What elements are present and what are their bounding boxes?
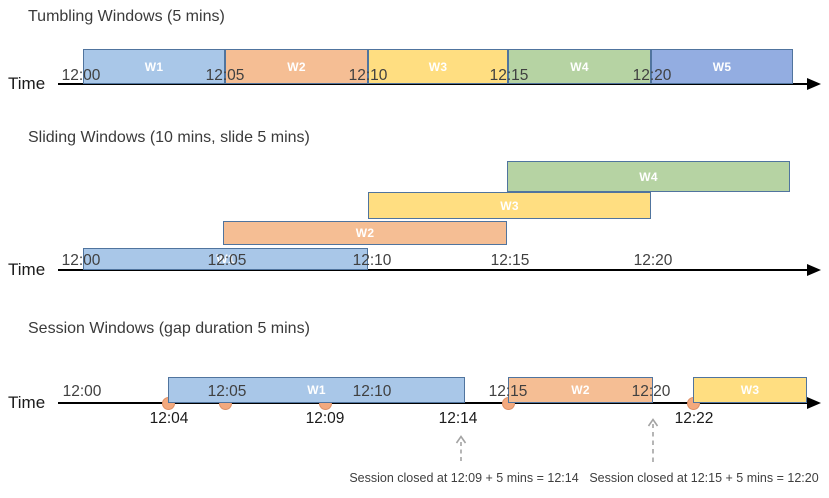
tumbling-tick-1220: 12:20 (632, 67, 672, 84)
sliding-window-w4: W4 (507, 161, 790, 192)
sliding-tick-1205: 12:05 (207, 252, 247, 269)
tumbling-window-w5: W5 (651, 49, 793, 84)
sliding-tick-1220: 12:20 (633, 252, 673, 269)
sliding-title: Sliding Windows (10 mins, slide 5 mins) (28, 129, 310, 146)
event-time-label-1222: 12:22 (674, 410, 714, 427)
tumbling-time-axis (58, 83, 809, 85)
sliding-time-axis-label: Time (8, 260, 46, 279)
tumbling-tick-1215: 12:15 (489, 67, 529, 84)
session-window-w2: W2 (508, 377, 653, 403)
tumbling-window-w4: W4 (508, 49, 651, 84)
session-tick-1200: 12:00 (62, 383, 102, 400)
window-label: W3 (500, 198, 519, 213)
tumbling-window-w2: W2 (225, 49, 368, 84)
window-label: W3 (428, 59, 448, 74)
session-axis-arrowhead-icon (807, 397, 821, 409)
sliding-time-axis (58, 269, 809, 271)
sliding-window-w1: W1 (83, 248, 368, 270)
sliding-window-w2: W2 (223, 221, 507, 245)
tumbling-window-w3: W3 (368, 49, 508, 84)
sliding-tick-1215: 12:15 (490, 252, 530, 269)
window-label: W1 (144, 59, 164, 74)
sliding-axis-arrowhead-icon (807, 264, 821, 276)
window-label: W2 (287, 59, 306, 74)
event-time-label-1209: 12:09 (305, 410, 345, 427)
session-tick-1210: 12:10 (352, 383, 392, 400)
session-closed-annotation-2: Session closed at 12:15 + 5 mins = 12:20 (589, 471, 819, 485)
event-time-label-1214: 12:14 (438, 410, 478, 427)
sliding-tick-1210: 12:10 (352, 252, 392, 269)
session-tick-1220: 12:20 (631, 383, 671, 400)
tumbling-tick-1210: 12:10 (348, 67, 388, 84)
session-closed-annotation-1: Session closed at 12:09 + 5 mins = 12:14 (349, 471, 579, 485)
sliding-tick-1200: 12:00 (61, 252, 101, 269)
session-closed-arrow-icon-1 (455, 435, 467, 461)
session-time-axis-label: Time (8, 393, 46, 412)
session-tick-1215: 12:15 (488, 383, 528, 400)
tumbling-axis-arrowhead-icon (807, 78, 821, 90)
session-title: Session Windows (gap duration 5 mins) (28, 320, 310, 337)
window-label: W2 (571, 383, 590, 397)
window-label: W2 (355, 226, 375, 240)
session-closed-arrow-icon-2 (647, 418, 659, 462)
session-window-w3: W3 (693, 377, 807, 403)
tumbling-time-axis-label: Time (8, 74, 46, 93)
window-label: W5 (712, 59, 732, 74)
window-label: W3 (740, 383, 760, 397)
tumbling-window-w1: W1 (83, 49, 225, 84)
sliding-window-w3: W3 (368, 192, 651, 219)
window-label: W1 (307, 383, 326, 397)
session-time-axis (58, 402, 809, 404)
session-tick-1205: 12:05 (207, 383, 247, 400)
session-window-w1: W1 (168, 377, 465, 403)
window-label: W1 (216, 252, 235, 266)
window-label: W4 (639, 169, 658, 184)
tumbling-title: Tumbling Windows (5 mins) (28, 8, 225, 25)
event-time-label-1204: 12:04 (149, 410, 189, 427)
window-label: W4 (570, 59, 589, 74)
tumbling-tick-1205: 12:05 (205, 67, 245, 84)
tumbling-tick-1200: 12:00 (61, 67, 101, 84)
